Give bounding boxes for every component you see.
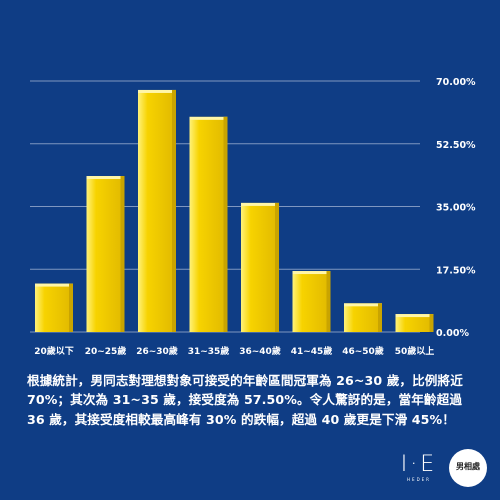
bar-side-shade xyxy=(120,176,125,332)
bar-top-highlight xyxy=(395,314,434,318)
y-tick-label: 17.50% xyxy=(436,265,476,276)
bar-side-shade xyxy=(223,116,228,332)
bar-body xyxy=(344,303,382,332)
bar-body xyxy=(86,176,125,332)
bar-top-highlight xyxy=(86,176,125,180)
bar-top-highlight xyxy=(138,89,176,93)
y-tick-label: 35.00% xyxy=(436,203,476,214)
x-category-label: 46~50歲 xyxy=(342,345,384,357)
bar xyxy=(35,283,73,332)
y-tick-label: 0.00% xyxy=(436,328,469,339)
bar xyxy=(86,176,125,332)
x-category-label: 26~30歲 xyxy=(136,345,178,357)
bar xyxy=(189,116,228,332)
bar-side-shade xyxy=(326,271,331,332)
bar-top-highlight xyxy=(344,303,382,307)
bar-body xyxy=(35,283,73,332)
caption-text: 根據統計，男同志對理想對象可接受的年齡區間冠軍為 26~30 歲，比例將近 70… xyxy=(27,373,463,427)
bar-top-highlight xyxy=(189,116,228,120)
brand-seal-text: 男相處 xyxy=(456,461,480,471)
he-logo: I·E HEDER xyxy=(399,453,439,483)
bar-body xyxy=(292,271,331,332)
bar-side-shade xyxy=(172,89,176,332)
he-logo-mark: I·E xyxy=(400,452,438,477)
bar-chart: 0.00% 17.50% 35.00% 52.50% 70.00% 20歲以下 20~25歲… xyxy=(30,77,476,357)
x-category-label: 20歲以下 xyxy=(34,345,74,357)
bar-body xyxy=(189,116,228,332)
bar xyxy=(395,314,434,332)
x-category-label: 31~35歲 xyxy=(188,345,230,357)
bar xyxy=(241,202,279,332)
bar xyxy=(138,89,176,332)
bar-side-shade xyxy=(429,314,434,332)
bar-top-highlight xyxy=(241,202,279,206)
bar-body xyxy=(241,202,279,332)
bar xyxy=(292,271,331,332)
brand-seal-logo: 男相處 xyxy=(449,449,487,487)
bar-side-shade xyxy=(378,303,382,332)
bar-side-shade xyxy=(69,283,73,332)
bar xyxy=(344,303,382,332)
x-category-label: 20~25歲 xyxy=(85,345,127,357)
bar-top-highlight xyxy=(292,271,331,275)
x-category-label: 41~45歲 xyxy=(291,345,333,357)
y-tick-label: 70.00% xyxy=(436,77,476,88)
x-category-label: 50歲以上 xyxy=(395,345,435,357)
y-tick-label: 52.50% xyxy=(436,140,476,151)
bar-side-shade xyxy=(275,202,279,332)
bar-body xyxy=(138,89,176,332)
bar-top-highlight xyxy=(35,283,73,287)
x-category-label: 36~40歲 xyxy=(239,345,281,357)
bar-body xyxy=(395,314,434,332)
he-logo-sub: HEDER xyxy=(407,477,431,482)
